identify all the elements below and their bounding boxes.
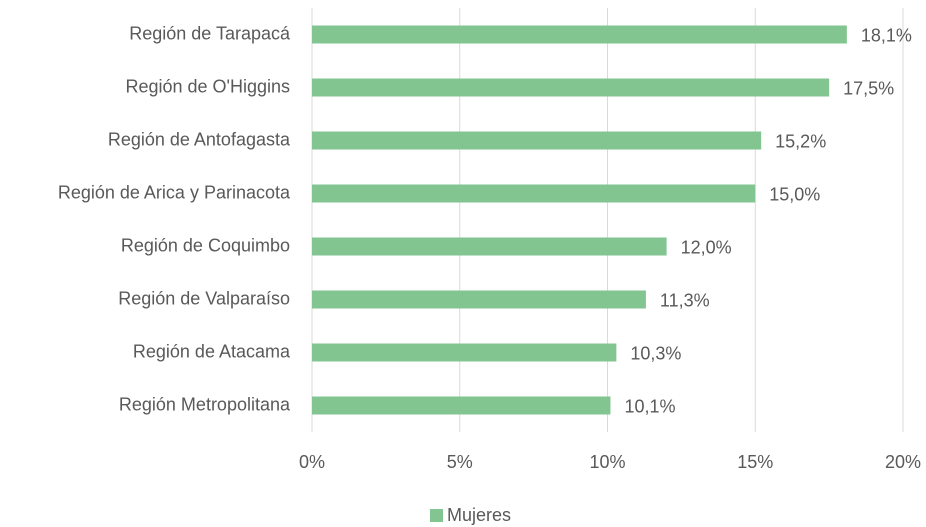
data-label: 18,1%	[861, 25, 912, 45]
bar	[312, 237, 667, 256]
bar	[312, 184, 756, 203]
x-tick-label: 10%	[589, 452, 625, 472]
y-tick-label: Región de O'Higgins	[125, 76, 290, 96]
data-label: 11,3%	[660, 290, 710, 310]
y-tick-label: Región de Arica y Parinacota	[58, 182, 291, 202]
y-tick-label: Región Metropolitana	[119, 394, 291, 414]
bar	[312, 131, 762, 150]
bar	[312, 25, 847, 44]
x-tick-label: 15%	[737, 452, 773, 472]
y-tick-label: Región de Antofagasta	[108, 129, 291, 149]
x-tick-label: 0%	[299, 452, 325, 472]
data-label: 12,0%	[681, 237, 732, 257]
bar	[312, 343, 617, 362]
bar	[312, 290, 646, 309]
bar	[312, 78, 830, 97]
data-label: 15,2%	[775, 131, 826, 151]
y-tick-label: Región de Coquimbo	[121, 235, 290, 255]
y-tick-label: Región de Valparaíso	[118, 288, 290, 308]
x-tick-label: 5%	[447, 452, 473, 472]
data-label: 10,1%	[624, 396, 675, 416]
data-label: 15,0%	[769, 184, 820, 204]
data-label: 17,5%	[843, 78, 894, 98]
data-label: 10,3%	[630, 343, 681, 363]
y-tick-label: Región de Tarapacá	[129, 23, 291, 43]
x-tick-label: 20%	[885, 452, 921, 472]
bar	[312, 396, 611, 415]
y-tick-label: Región de Atacama	[133, 341, 291, 361]
legend-label: Mujeres	[447, 505, 511, 525]
legend-swatch	[430, 509, 443, 522]
